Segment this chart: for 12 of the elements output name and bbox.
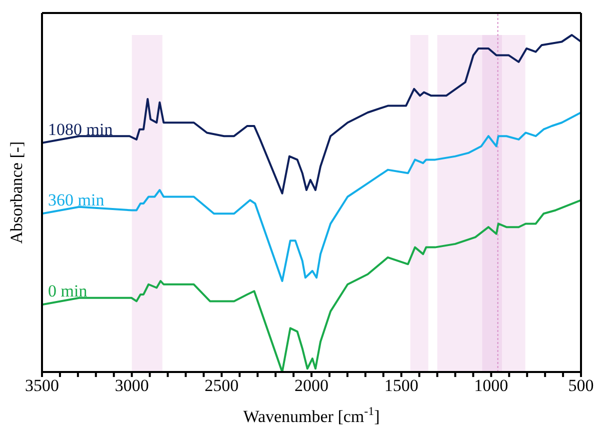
x-tick-label: 2500 [204,376,239,396]
x-tick-label: 1000 [474,376,508,396]
series-label: 360 min [48,190,105,210]
series-label: 0 min [48,282,88,301]
x-tick-label: 2000 [294,376,328,396]
x-tick-label: 500 [568,376,594,396]
x-axis-title: Wavenumber [cm$^{-1}$] [243,404,380,426]
x-tick-label: 3000 [114,376,149,396]
y-axis-title: Absorbance [-] [7,141,26,244]
series-label: 1080 min [48,120,114,139]
x-tick-label: 3500 [25,376,59,396]
x-tick-label: 1500 [384,376,418,396]
